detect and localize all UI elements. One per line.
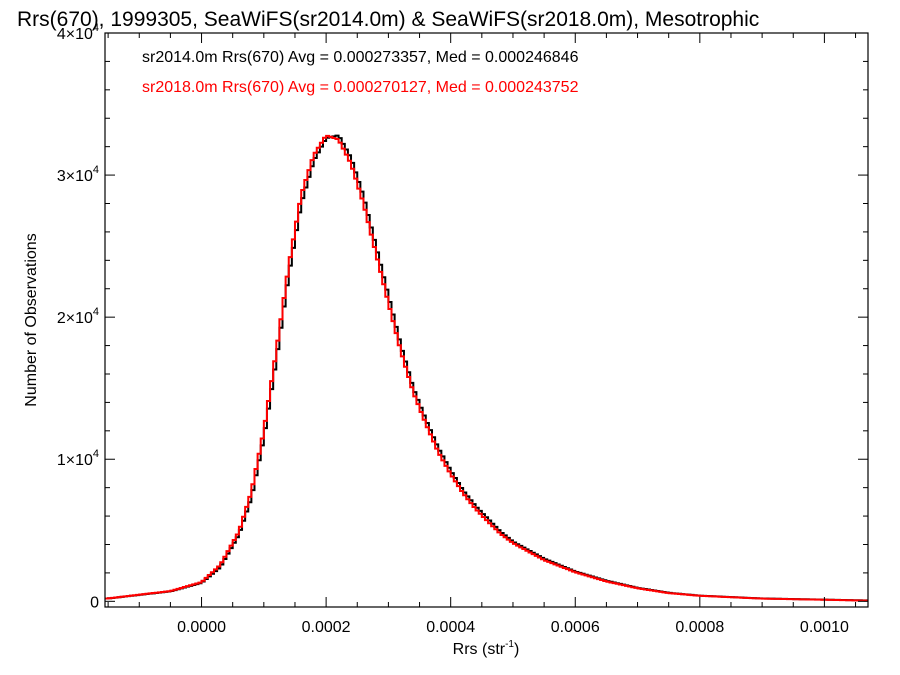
x-tick-label: 0.0008 bbox=[675, 619, 724, 636]
y-tick-mantissa: 2×10 bbox=[57, 310, 93, 327]
series-line-0 bbox=[105, 134, 868, 602]
y-tick-mantissa: 4×10 bbox=[57, 26, 93, 43]
y-tick-label: 0 bbox=[90, 594, 99, 611]
y-tick-label: 4×104 bbox=[57, 22, 99, 43]
x-tick-labels: 0.0000 0.0002 0.0004 0.0006 0.0008 0.0010 bbox=[177, 619, 849, 636]
legend-entry-sr2014: sr2014.0m Rrs(670) Avg = 0.000273357, Me… bbox=[142, 49, 579, 66]
x-axis-label-main: Rrs (str bbox=[453, 641, 506, 658]
y-tick-exponent: 4 bbox=[93, 448, 99, 460]
y-tick-mantissa: 1×10 bbox=[57, 452, 93, 469]
y-tick-label: 1×104 bbox=[57, 448, 99, 469]
x-tick-label: 0.0004 bbox=[426, 619, 475, 636]
x-tick-label: 0.0006 bbox=[551, 619, 600, 636]
y-tick-mantissa: 3×10 bbox=[57, 168, 93, 185]
x-axis-label-sup: -1 bbox=[505, 639, 514, 650]
y-axis-label: Number of Observations bbox=[23, 233, 40, 406]
plot-frame bbox=[104, 32, 869, 608]
series-line-1 bbox=[105, 134, 868, 602]
x-tick-label: 0.0010 bbox=[800, 619, 849, 636]
legend-entry-sr2018: sr2018.0m Rrs(670) Avg = 0.000270127, Me… bbox=[142, 79, 579, 96]
x-tick-label: 0.0000 bbox=[177, 619, 226, 636]
x-axis-label: Rrs (str-1) bbox=[453, 639, 520, 658]
series-group bbox=[105, 134, 868, 602]
x-tick-label: 0.0002 bbox=[302, 619, 351, 636]
y-tick-exponent: 4 bbox=[93, 22, 99, 34]
x-axis-label-end: ) bbox=[514, 641, 519, 658]
y-tick-exponent: 4 bbox=[93, 306, 99, 318]
y-tick-label: 3×104 bbox=[57, 164, 99, 185]
chart-title: Rrs(670), 1999305, SeaWiFS(sr2014.0m) & … bbox=[17, 8, 759, 31]
y-tick-exponent: 4 bbox=[93, 164, 99, 176]
y-tick-mantissa: 0 bbox=[90, 594, 99, 611]
y-tick-label: 2×104 bbox=[57, 306, 99, 327]
